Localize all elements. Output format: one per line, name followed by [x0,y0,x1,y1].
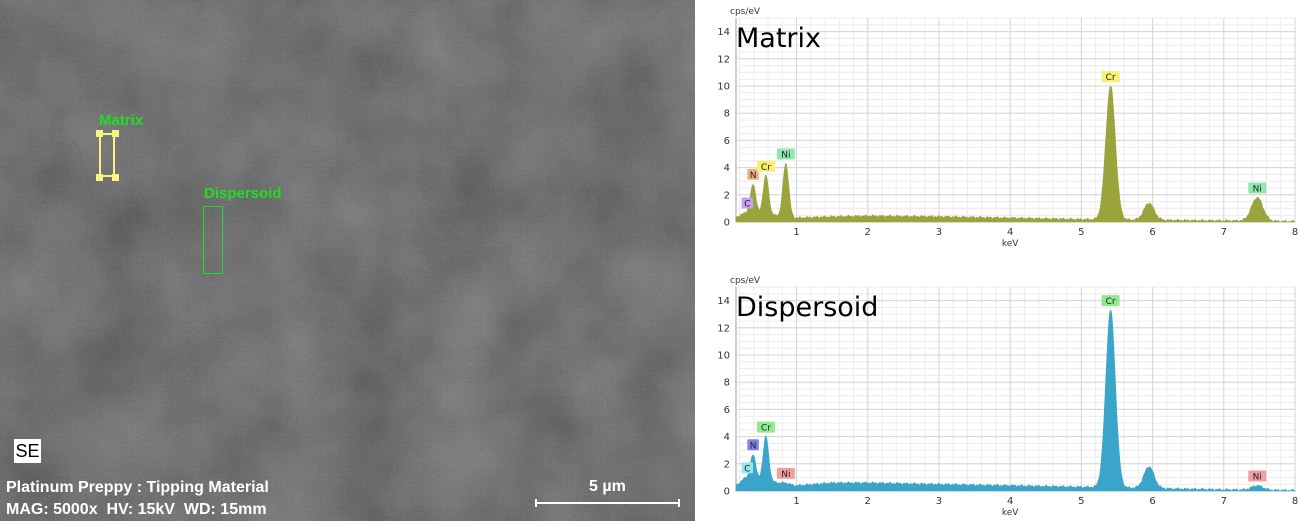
sem-micrograph [0,0,695,521]
y-tick-label: 8 [724,378,730,389]
eds-spectra-panel: 0 2 4 6 8 10 12 14 1 2 3 4 5 6 7 8 cps/eV keV Matrix C N Cr Ni… [700,0,1303,521]
y-tick-label: 14 [717,27,730,38]
y-tick-label: 6 [724,136,730,147]
peak-label-text: N [750,171,757,181]
peak-label-bg [1101,295,1120,307]
x-tick-label: 1 [793,496,799,507]
x-tick-label: 3 [936,496,942,507]
x-tick-label: 6 [1149,227,1155,238]
matrix-roi-label: Matrix [99,112,144,129]
peak-label-text: C [744,199,750,209]
roi-handle-bottom-left[interactable] [96,174,103,181]
detector-badge: SE [14,439,41,463]
matrix-roi-box[interactable] [99,133,115,177]
y-tick-label: 4 [724,163,730,174]
x-tick-label: 4 [1007,227,1013,238]
dispersoid-roi-label: Dispersoid [204,185,282,202]
peak-label-bg [756,421,775,433]
spectrum-area [735,85,1296,223]
peak-label-text: Cr [761,424,771,434]
y-tick-label: 14 [717,296,730,307]
x-tick-label: 7 [1221,227,1227,238]
y-tick-label: 8 [724,109,730,120]
peak-label-ni: Ni [776,148,795,161]
peak-label-cr: Cr [1101,71,1120,83]
roi-handle-bottom-right[interactable] [112,174,119,181]
peak-label-cr: Cr [756,160,775,173]
scale-bar [535,499,680,507]
peak-label-text: N [750,441,757,451]
peak-label-text: Ni [781,470,790,480]
peak-label-bg [776,148,795,160]
sample-title: Platinum Preppy : Tipping Material [6,479,269,496]
chart-title: Dispersoid [736,292,878,323]
peak-label-text: Cr [761,163,771,173]
peak-label-ni: Ni [776,467,795,480]
y-tick-label: 12 [717,323,730,334]
chart-title: Matrix [736,23,821,54]
peak-label-text: C [744,464,750,474]
roi-handle-top-left[interactable] [96,130,103,137]
x-tick-label: 1 [793,227,799,238]
x-axis-label: keV [1002,239,1019,249]
peak-label-bg [741,197,754,209]
x-tick-label: 7 [1221,496,1227,507]
peak-label-bg [747,168,759,180]
y-tick-label: 10 [717,82,730,93]
peak-label-bg [1248,470,1267,482]
sem-image-panel: Matrix Dispersoid SE Platinum Preppy : T… [0,0,695,521]
y-tick-label: 6 [724,405,730,416]
peak-label-n: N [747,439,759,451]
peak-label-bg [747,439,759,451]
roi-handle-top-right[interactable] [112,130,119,137]
peak-label-n: N [747,168,759,181]
y-tick-label: 2 [724,459,730,470]
peak-label-bg [756,160,775,172]
y-tick-label: 2 [724,190,730,201]
y-tick-label: 10 [717,351,730,362]
peak-label-text: Cr [1106,297,1116,307]
acquisition-settings: MAG: 5000x HV: 15kV WD: 15mm [6,501,267,518]
x-tick-label: 8 [1292,227,1298,238]
peak-label-bg [776,467,795,479]
dispersoid-roi-box[interactable] [203,206,223,274]
peak-label-text: Ni [1253,185,1262,195]
x-tick-label: 2 [865,227,871,238]
peak-label-c: C [741,197,754,209]
peak-label-cr: Cr [756,421,775,434]
peak-label-bg [1248,182,1267,194]
peak-label-ni: Ni [1248,182,1267,195]
x-tick-label: 3 [936,227,942,238]
x-tick-label: 2 [865,496,871,507]
peak-label-c: C [741,462,754,474]
x-tick-label: 5 [1078,496,1084,507]
y-tick-label: 4 [724,432,730,443]
y-tick-label: 0 [724,218,730,229]
peak-label-ni: Ni [1248,470,1267,483]
x-axis-label: keV [1002,508,1019,518]
y-axis-label: cps/eV [730,276,761,286]
peak-label-bg [741,462,754,474]
y-tick-label: 0 [724,487,730,498]
x-tick-label: 6 [1149,496,1155,507]
scale-bar-label: 5 µm [589,478,626,495]
peak-label-text: Ni [781,151,790,161]
y-tick-label: 12 [717,54,730,65]
peak-label-text: Cr [1106,73,1116,83]
peak-label-bg [1101,71,1120,82]
peak-label-cr: Cr [1101,295,1120,307]
x-tick-label: 5 [1078,227,1084,238]
peak-label-text: Ni [1253,473,1262,483]
y-axis-label: cps/eV [730,7,761,17]
x-tick-label: 8 [1292,496,1298,507]
x-tick-label: 4 [1007,496,1013,507]
spectrum-area [735,309,1296,492]
